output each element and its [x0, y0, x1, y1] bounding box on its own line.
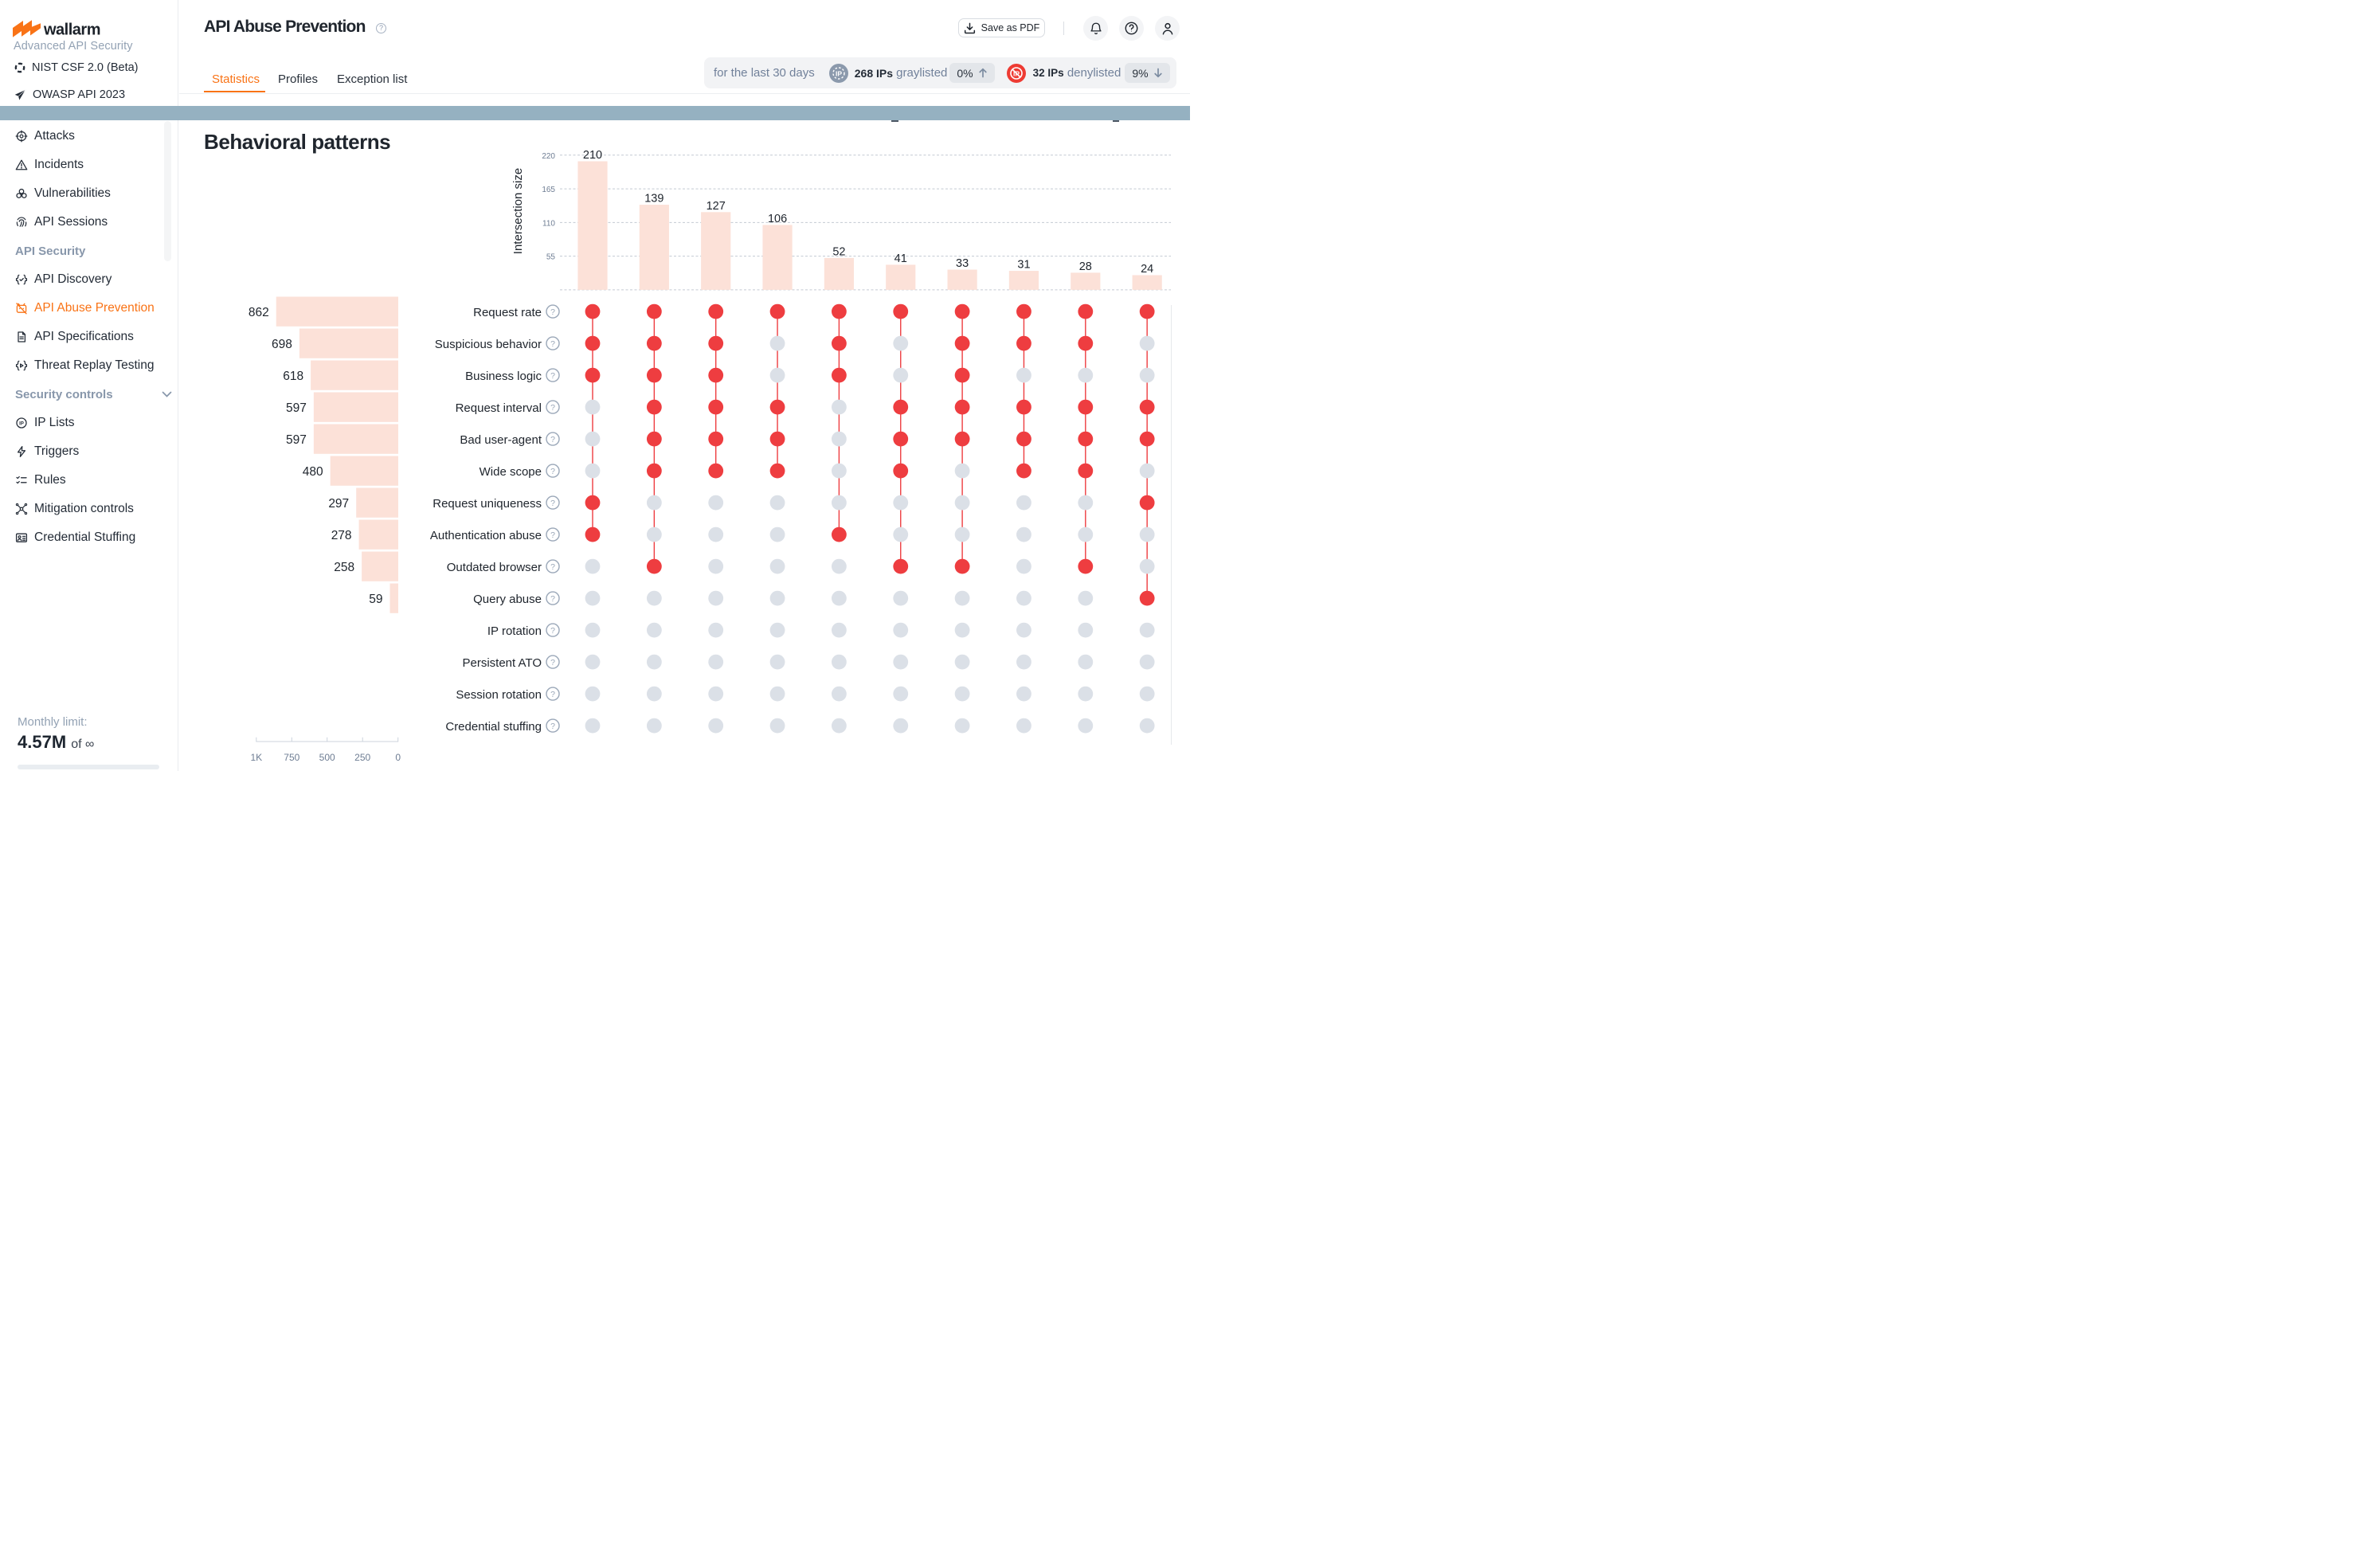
svg-text:33: 33	[956, 257, 969, 270]
svg-text:?: ?	[550, 690, 555, 699]
svg-text:?: ?	[550, 658, 555, 667]
svg-text:127: 127	[707, 200, 726, 213]
svg-text:?: ?	[550, 371, 555, 381]
svg-text:Authentication abuse: Authentication abuse	[430, 529, 542, 542]
svg-text:?: ?	[550, 339, 555, 349]
svg-text:?: ?	[550, 467, 555, 476]
svg-text:?: ?	[550, 562, 555, 572]
svg-text:Credential stuffing: Credential stuffing	[445, 720, 542, 734]
svg-text:165: 165	[542, 186, 555, 194]
svg-text:139: 139	[644, 193, 664, 205]
svg-text:110: 110	[542, 219, 555, 228]
svg-text:59: 59	[369, 593, 382, 606]
svg-text:106: 106	[768, 213, 787, 225]
svg-text:55: 55	[546, 253, 556, 262]
svg-text:IP: IP	[836, 69, 842, 77]
svg-text:Persistent ATO: Persistent ATO	[463, 656, 542, 670]
svg-text:Request uniqueness: Request uniqueness	[433, 497, 542, 511]
svg-text:?: ?	[550, 722, 555, 731]
svg-text:Request interval: Request interval	[456, 401, 542, 415]
svg-text:1K: 1K	[250, 752, 262, 763]
svg-text:750: 750	[284, 752, 299, 763]
svg-text:wallarm: wallarm	[43, 21, 100, 38]
svg-text:Outdated browser: Outdated browser	[447, 561, 542, 574]
svg-text:250: 250	[354, 752, 370, 763]
svg-text:?: ?	[550, 403, 555, 413]
svg-text:0: 0	[395, 752, 401, 763]
svg-text:698: 698	[272, 338, 292, 351]
svg-text:24: 24	[1141, 263, 1153, 276]
svg-text:618: 618	[283, 370, 303, 383]
svg-text:Intersection size: Intersection size	[511, 168, 525, 254]
svg-text:?: ?	[550, 499, 555, 508]
svg-text:IP: IP	[19, 421, 24, 426]
svg-text:278: 278	[331, 529, 352, 542]
svg-text:Business logic: Business logic	[465, 370, 542, 383]
svg-text:?: ?	[550, 626, 555, 636]
svg-text:Query abuse: Query abuse	[473, 593, 542, 606]
svg-text:Bad user-agent: Bad user-agent	[460, 433, 542, 447]
svg-text:500: 500	[319, 752, 335, 763]
svg-text:?: ?	[550, 435, 555, 444]
svg-text:?: ?	[550, 594, 555, 604]
svg-text:220: 220	[542, 152, 555, 161]
svg-text:Suspicious behavior: Suspicious behavior	[435, 338, 542, 351]
svg-text:480: 480	[303, 465, 323, 479]
svg-text:597: 597	[286, 401, 307, 415]
svg-text:31: 31	[1017, 259, 1030, 272]
svg-text:?: ?	[550, 530, 555, 540]
svg-text:862: 862	[249, 306, 269, 319]
svg-text:258: 258	[334, 561, 354, 574]
svg-text:Wide scope: Wide scope	[480, 465, 542, 479]
svg-text:297: 297	[328, 497, 349, 511]
svg-text:Session rotation: Session rotation	[456, 688, 542, 702]
svg-text:52: 52	[832, 245, 845, 258]
svg-text:28: 28	[1079, 260, 1092, 273]
svg-text:210: 210	[583, 149, 602, 162]
svg-text:Request rate: Request rate	[473, 306, 542, 319]
svg-text:597: 597	[286, 433, 307, 447]
svg-text:41: 41	[894, 252, 907, 265]
svg-text:IP rotation: IP rotation	[487, 624, 542, 638]
svg-text:?: ?	[550, 307, 555, 317]
